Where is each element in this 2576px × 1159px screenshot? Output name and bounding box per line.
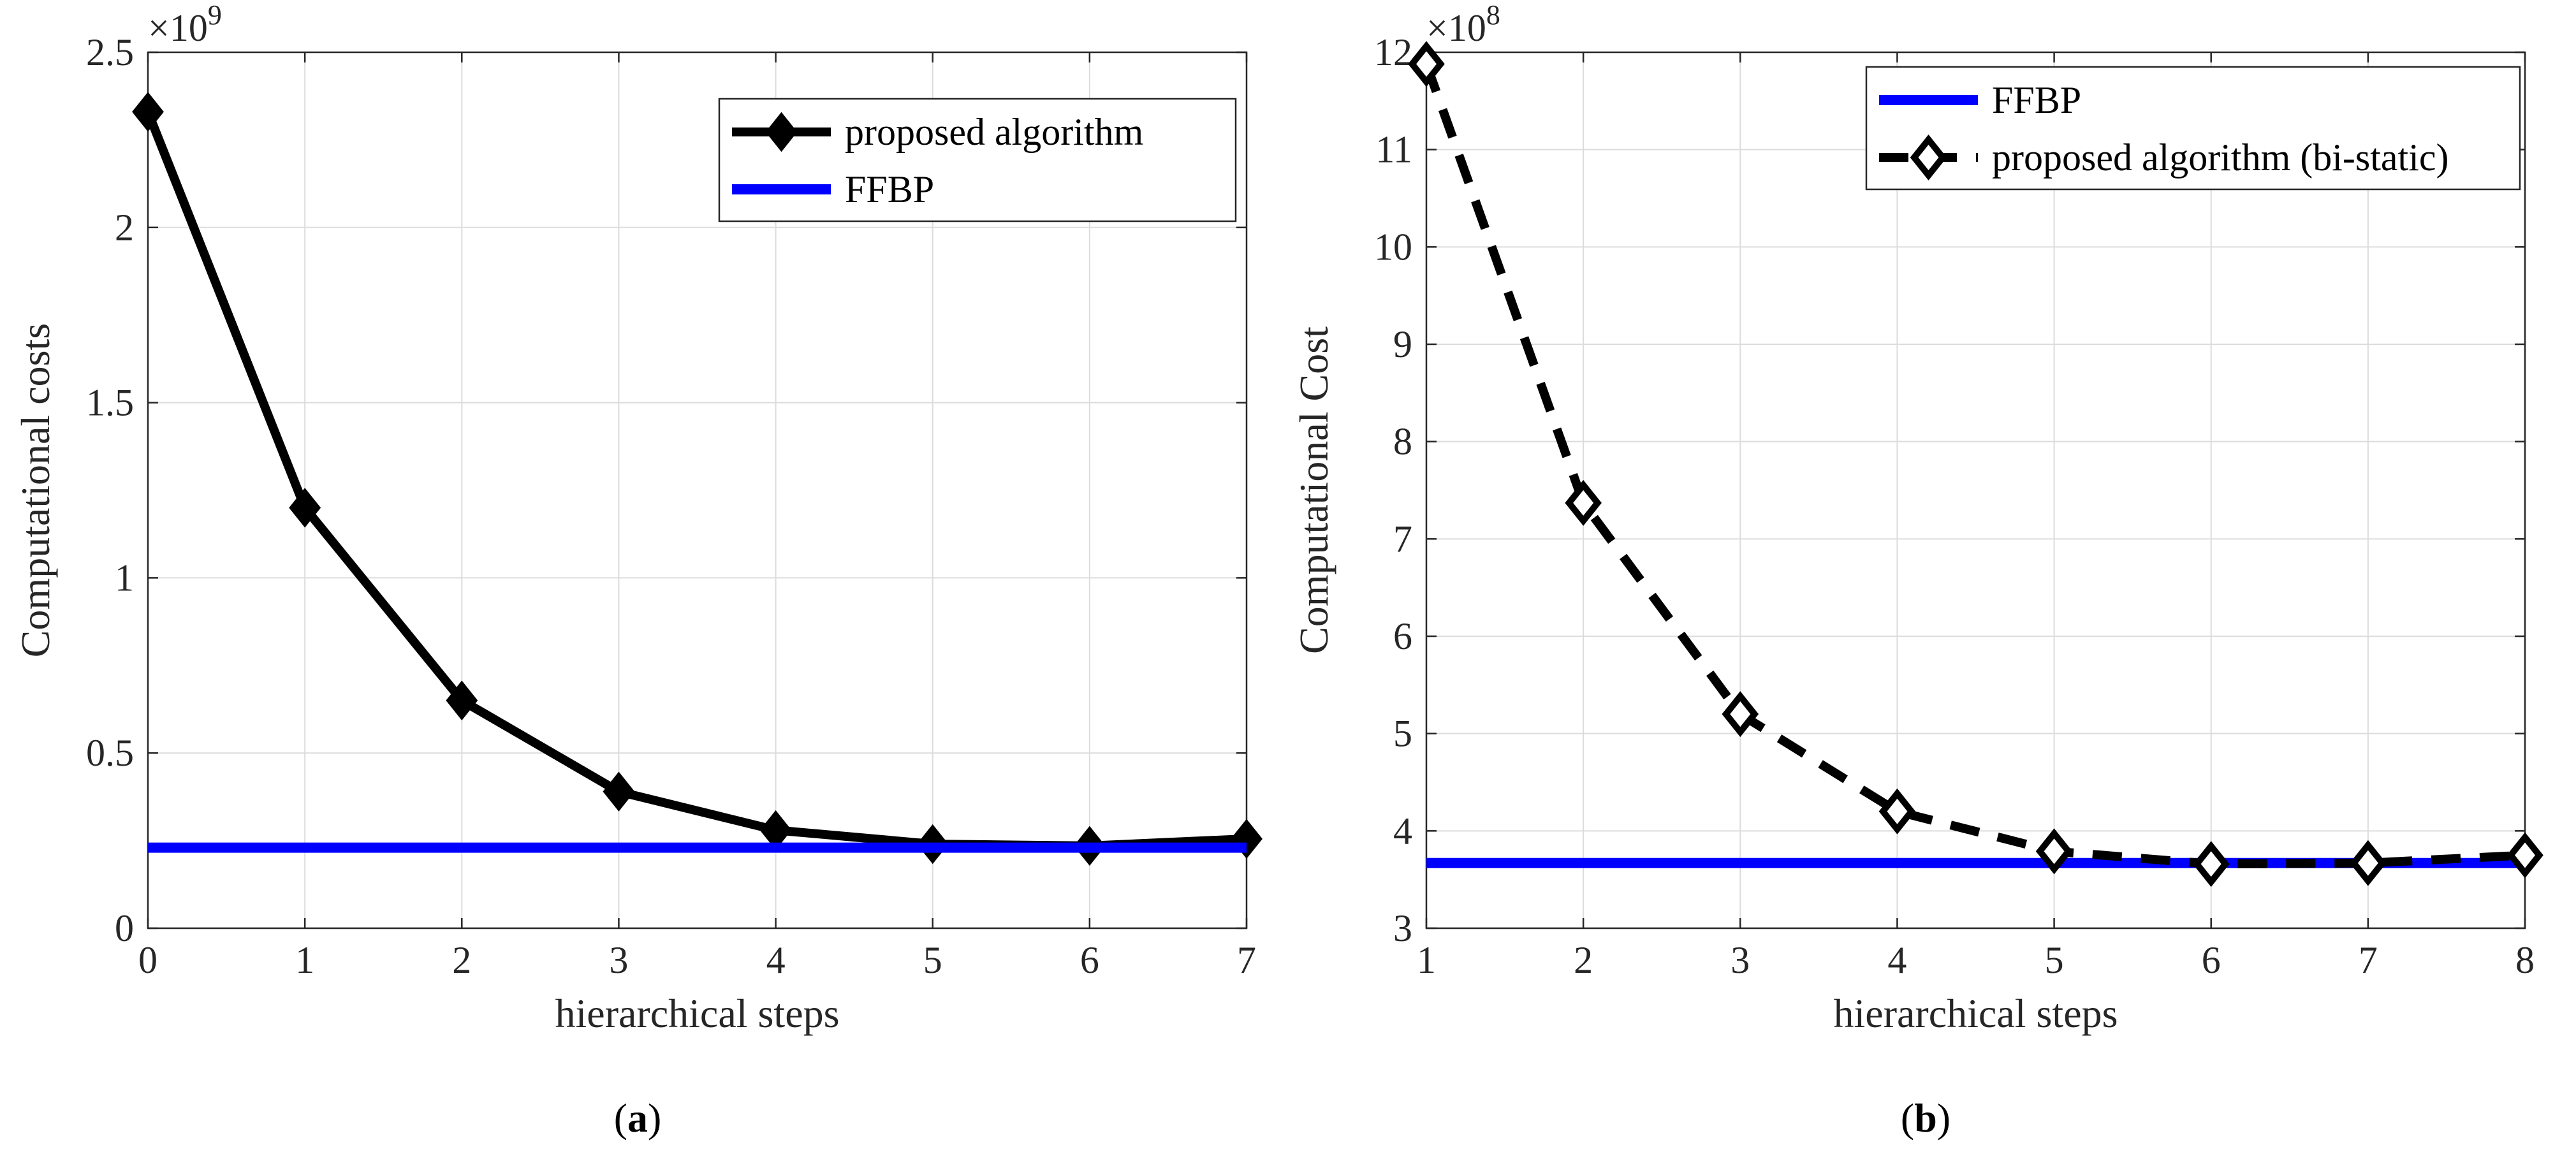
data-point-marker: proposed algorithm (bi-static): (7, 3.67…	[2350, 840, 2387, 886]
y-tick-label: 2.5	[86, 31, 134, 73]
caption-close-paren: )	[1937, 1095, 1950, 1141]
x-tick-label: 0	[138, 939, 157, 981]
data-point-marker: proposed algorithm (bi-static): (1, 11.8…	[1408, 41, 1445, 87]
x-tick-label: 7	[1237, 939, 1256, 981]
x-tick-label: 5	[2045, 939, 2064, 981]
x-tick-label: 4	[1887, 939, 1906, 981]
legend-marker	[1910, 134, 1947, 181]
y-tick-label: 0	[115, 907, 134, 949]
caption-close-paren: )	[648, 1095, 661, 1141]
panel-caption: (a)	[614, 1095, 662, 1141]
legend-entry-label: proposed algorithm	[845, 111, 1143, 153]
y-tick-label: 4	[1393, 810, 1412, 852]
legend-entry-label: FFBP	[845, 168, 934, 210]
x-axis-label: hierarchical steps	[1834, 991, 2118, 1036]
panel-caption: (b)	[1901, 1095, 1950, 1141]
data-point-marker: proposed algorithm: (3, 0.39)	[603, 771, 635, 812]
y-tick-label: 1.5	[86, 382, 134, 424]
caption-open-paren: (	[614, 1095, 627, 1141]
x-tick-label: 4	[766, 939, 786, 981]
x-tick-label: 8	[2515, 939, 2535, 981]
y-tick-label: 2	[115, 207, 134, 249]
x-tick-label: 7	[2359, 939, 2378, 981]
caption-letter: b	[1914, 1095, 1937, 1141]
x-tick-label: 2	[452, 939, 471, 981]
data-point-marker: proposed algorithm (bi-static): (3, 5.2)	[1722, 691, 1759, 738]
data-point-marker: proposed algorithm (bi-static): (6, 3.66…	[2192, 841, 2230, 887]
legend-entry-label: proposed algorithm (bi-static)	[1992, 136, 2448, 179]
y-tick-label: 7	[1393, 518, 1412, 560]
legend-box	[718, 98, 1237, 222]
x-tick-label: 2	[1574, 939, 1593, 981]
legend: FFBP proposed algorithm (bi-static)	[1865, 66, 2521, 191]
exponent-base: ×10	[148, 7, 208, 49]
legend-marker	[765, 112, 798, 152]
y-tick-label: 10	[1374, 226, 1412, 268]
data-point-marker: proposed algorithm (bi-static): (4, 4.2)	[1878, 788, 1916, 835]
y-exponent-label: ×108	[1426, 0, 1500, 49]
y-tick-label: 0.5	[86, 732, 134, 774]
x-tick-label: 3	[1731, 939, 1750, 981]
legend-box	[1865, 66, 2521, 191]
y-tick-label: 9	[1393, 323, 1412, 365]
series-line	[1422, 62, 2526, 869]
panel-a: 0 1 2 3 4 5 6 7 0 0.5 1 1.5 2 2.5 ×109 hierarchical ste…	[13, 0, 1262, 1141]
y-tick-label: 8	[1393, 421, 1412, 463]
y-tick-label: 5	[1393, 713, 1412, 755]
x-tick-label: 1	[295, 939, 314, 981]
series-proposed-algorithm-bi-static-: proposed algorithm (bi-static): (1, 11.8…	[1408, 41, 2543, 887]
x-tick-label: 6	[1080, 939, 1099, 981]
x-tick-label: 3	[609, 939, 628, 981]
x-tick-label: 1	[1417, 939, 1436, 981]
y-axis-label: Computational costs	[13, 323, 58, 657]
x-tick-label: 6	[2202, 939, 2221, 981]
data-point-marker: proposed algorithm (bi-static): (5, 3.79…	[2035, 828, 2073, 875]
data-point-marker: proposed algorithm: (0, 2.33)	[132, 92, 164, 132]
legend-entry-label: FFBP	[1992, 79, 2081, 121]
data-point-marker: proposed algorithm: (1, 1.2)	[289, 488, 321, 528]
exponent-base: ×10	[1426, 7, 1486, 49]
y-tick-label: 11	[1375, 129, 1412, 171]
y-exponent-label: ×109	[148, 0, 222, 49]
exponent-power: 9	[208, 0, 222, 31]
series-proposed-algorithm: proposed algorithm: (0, 2.33) proposed al…	[132, 92, 1262, 866]
exponent-power: 8	[1486, 0, 1500, 31]
y-tick-label: 12	[1374, 31, 1412, 73]
y-tick-label: 6	[1393, 615, 1412, 657]
y-axis-label: Computational Cost	[1291, 326, 1336, 654]
axes-box	[1425, 51, 2526, 929]
caption-open-paren: (	[1901, 1095, 1914, 1141]
x-axis-label: hierarchical steps	[555, 991, 840, 1036]
y-tick-label: 1	[115, 557, 134, 599]
data-point-marker: proposed algorithm (bi-static): (8, 3.75…	[2506, 832, 2543, 878]
y-tick-label: 3	[1393, 907, 1412, 949]
x-tick-label: 5	[923, 939, 942, 981]
axes-box	[147, 51, 1248, 929]
data-point-marker: proposed algorithm (bi-static): (2, 7.37…	[1565, 479, 1602, 526]
data-point-marker: proposed algorithm: (2, 0.65)	[446, 680, 478, 720]
caption-letter: a	[627, 1095, 648, 1141]
legend: proposed algorithm FFBP	[718, 98, 1237, 222]
